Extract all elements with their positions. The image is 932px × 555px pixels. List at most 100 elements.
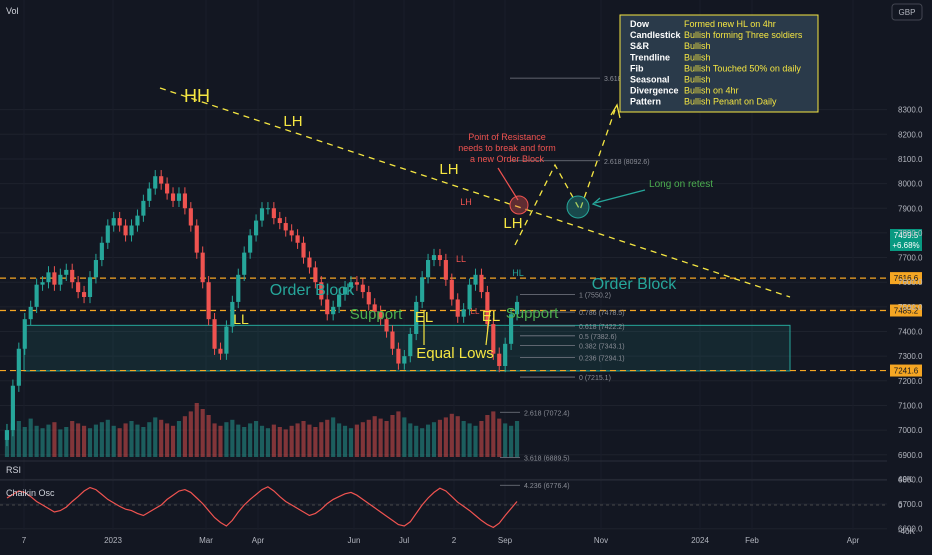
volume-bar xyxy=(325,419,330,457)
volume-bar xyxy=(34,425,39,457)
summary-value: Bullish xyxy=(684,41,711,51)
fib-label: 4.236 (6776.4) xyxy=(524,483,570,490)
current-price-change: +6.68% xyxy=(892,241,919,250)
candle-body xyxy=(22,319,27,349)
fib-label: 0.786 (7478.5) xyxy=(579,310,625,317)
candle-body xyxy=(402,356,407,364)
summary-key: Fib xyxy=(630,63,644,73)
level-badge-bg xyxy=(890,364,922,377)
pivot-label: LH xyxy=(503,215,522,232)
volume-bar xyxy=(141,427,146,457)
candle-body xyxy=(366,292,371,305)
candle-body xyxy=(159,176,164,184)
y-tick-label: 8300.0 xyxy=(898,106,923,115)
volume-bar xyxy=(277,427,282,457)
candle-body xyxy=(301,242,306,258)
volume-bar xyxy=(176,421,182,457)
volume-bar xyxy=(497,418,502,457)
volume-bar xyxy=(64,427,69,457)
candle-body xyxy=(425,260,431,278)
y-tick-label: 8200.0 xyxy=(898,130,923,139)
candle-body xyxy=(76,282,81,293)
level-price-badge: 7241.6 xyxy=(890,364,922,377)
volume-bar xyxy=(194,403,199,457)
candle-body xyxy=(253,220,259,236)
candle-body xyxy=(485,292,490,325)
y-tick-label: 7800.0 xyxy=(898,229,923,238)
annotation-label: Order Block xyxy=(270,282,355,299)
y-tick-label: 7100.0 xyxy=(898,401,923,410)
level-badge-text: 7241.6 xyxy=(894,367,919,376)
candle-body xyxy=(236,274,241,302)
resistance-note-line: needs to break and form xyxy=(458,143,556,153)
x-tick-label: Jul xyxy=(399,536,409,545)
summary-key: Dow xyxy=(630,19,650,29)
volume-bar xyxy=(93,424,99,457)
volume-bar xyxy=(390,415,395,457)
volume-bar xyxy=(443,417,448,457)
volume-bar xyxy=(295,423,300,457)
candle-body xyxy=(473,274,478,285)
volume-bar xyxy=(70,421,75,457)
volume-bar xyxy=(99,422,104,457)
candle-body xyxy=(230,301,235,327)
volume-bar xyxy=(479,421,484,457)
pivot-label: EL xyxy=(415,309,433,326)
currency-label: GBP xyxy=(899,8,916,17)
summary-key: Divergence xyxy=(630,86,679,96)
summary-key: Pattern xyxy=(630,97,661,107)
candle-body xyxy=(325,299,330,315)
volume-indicator-label: Vol xyxy=(6,6,19,16)
resistance-note-line: Point of Resistance xyxy=(468,132,546,142)
volume-bar xyxy=(265,428,271,457)
volume-bar xyxy=(52,422,57,457)
y-tick-label: 7400.0 xyxy=(898,328,923,337)
volume-bar xyxy=(473,425,478,457)
retest-marker xyxy=(566,195,590,219)
summary-key: S&R xyxy=(630,41,650,51)
currency-badge[interactable]: GBP xyxy=(891,3,923,21)
y-tick-label: 7200.0 xyxy=(898,377,923,386)
summary-key: Seasonal xyxy=(630,75,670,85)
candle-body xyxy=(342,287,348,295)
volume-bar xyxy=(76,423,81,457)
candle-body xyxy=(372,304,377,312)
volume-bar xyxy=(248,423,253,457)
y-tick-label: 7600.0 xyxy=(898,278,923,287)
volume-bar xyxy=(420,428,425,457)
candle-body xyxy=(437,255,443,261)
candle-body xyxy=(414,301,419,334)
annotation-label: Equal Lows xyxy=(416,345,494,362)
summary-value: Bullish on 4hr xyxy=(684,86,739,96)
candle-body xyxy=(182,193,187,209)
candle-body xyxy=(176,193,182,201)
x-tick-label: 2 xyxy=(452,536,457,545)
candle-body xyxy=(64,269,69,275)
volume-bar xyxy=(259,425,265,457)
x-tick-label: Feb xyxy=(745,536,759,545)
equal-lows-arrow-right xyxy=(485,309,491,346)
annotation-label: Order Block xyxy=(592,276,677,293)
level-badge-bg xyxy=(890,304,922,317)
level-badge-text: 7616.6 xyxy=(894,274,919,283)
candle-body xyxy=(123,225,128,236)
volume-bar xyxy=(425,424,431,457)
volume-bar xyxy=(81,425,87,457)
candle-body xyxy=(307,257,312,268)
summary-value: Bullish xyxy=(684,75,711,85)
candle-body xyxy=(194,225,199,253)
resistance-marker xyxy=(509,195,529,215)
fib-label: 0.382 (7343.1) xyxy=(579,344,625,351)
volume-bar xyxy=(414,425,419,457)
candle-body xyxy=(81,292,87,297)
volume-bar xyxy=(301,421,306,457)
pivot-label: LL xyxy=(471,307,480,316)
volume-bar xyxy=(206,415,211,457)
pivot-label: EL xyxy=(482,308,500,325)
candle-body xyxy=(34,284,39,307)
resistance-pointer xyxy=(497,167,519,201)
candle-body xyxy=(408,333,413,357)
candle-body xyxy=(514,301,520,315)
summary-value: Bullish Touched 50% on daily xyxy=(684,63,801,73)
